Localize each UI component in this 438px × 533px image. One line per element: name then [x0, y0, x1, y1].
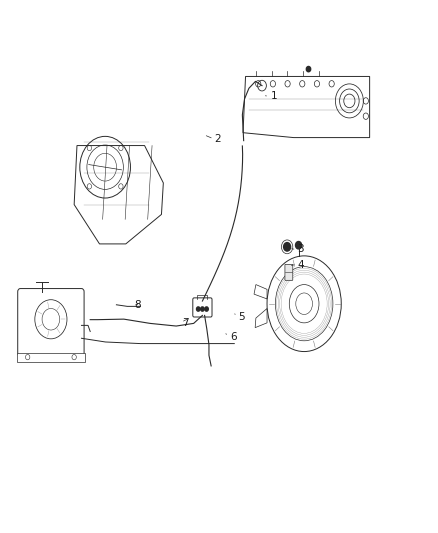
- Text: 2: 2: [215, 134, 221, 144]
- Text: 3: 3: [297, 245, 304, 254]
- Circle shape: [205, 307, 208, 311]
- Text: 1: 1: [271, 91, 277, 101]
- FancyBboxPatch shape: [17, 353, 85, 362]
- Circle shape: [296, 241, 302, 249]
- Text: 5: 5: [239, 312, 245, 322]
- Circle shape: [284, 243, 290, 251]
- Text: 8: 8: [134, 300, 141, 310]
- Text: 4: 4: [297, 260, 304, 270]
- Text: 7: 7: [182, 318, 188, 328]
- Circle shape: [197, 307, 200, 311]
- Circle shape: [201, 307, 204, 311]
- FancyBboxPatch shape: [193, 298, 212, 317]
- FancyBboxPatch shape: [18, 288, 84, 356]
- Text: 6: 6: [230, 332, 237, 342]
- FancyBboxPatch shape: [285, 264, 293, 280]
- Circle shape: [306, 67, 311, 72]
